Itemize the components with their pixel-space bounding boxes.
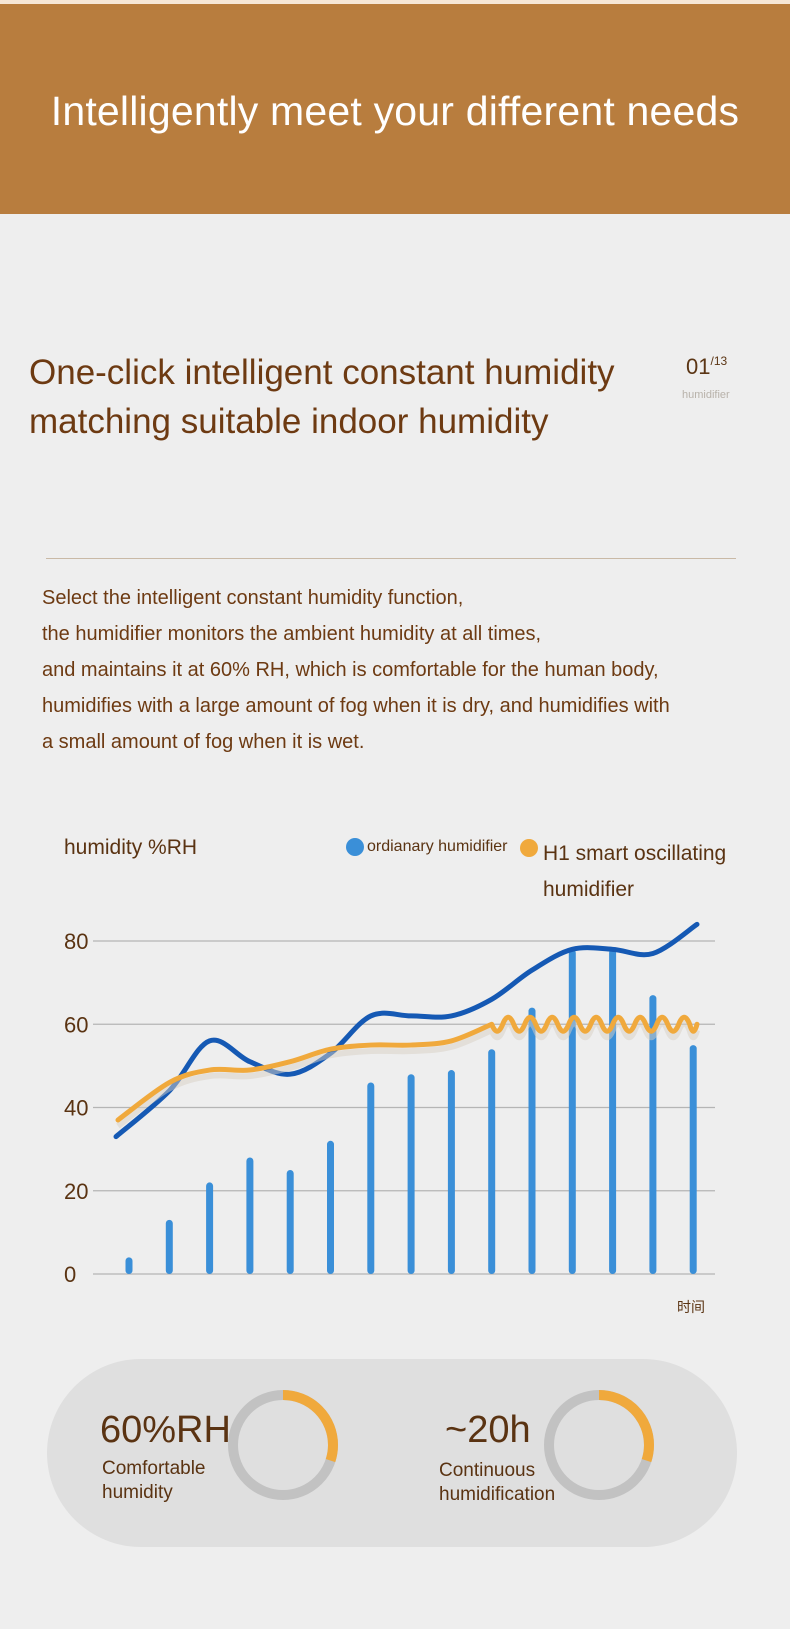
- bar: [206, 1182, 214, 1274]
- page-current: 01: [686, 354, 711, 379]
- description-line: a small amount of fog when it is wet.: [42, 731, 365, 753]
- stats-panel: 60%RH Comfortable humidity ~20h Continuo…: [47, 1359, 737, 1547]
- legend-swatch-smart: [520, 839, 538, 857]
- bar: [367, 1082, 375, 1274]
- stat-value-duration: ~20h: [445, 1409, 531, 1451]
- series-line-ordinary: [113, 921, 700, 1140]
- legend-label-smart: H1 smart oscillating humidifier: [543, 842, 727, 901]
- chart-canvas: 80 60 40 20 0 时间: [64, 921, 715, 1316]
- stat-label-humidity: Comfortable humidity: [102, 1457, 262, 1505]
- section-headline: One-click intelligent constant humidity …: [29, 348, 679, 446]
- y-tick-label: 80: [64, 929, 88, 954]
- bar: [286, 1169, 294, 1274]
- description-line: and maintains it at 60% RH, which is com…: [42, 659, 659, 681]
- bar: [407, 1074, 415, 1274]
- section-divider: [46, 558, 736, 559]
- x-axis-label: 时间: [677, 1300, 705, 1316]
- top-accent-strip: [0, 0, 790, 4]
- progress-ring-humidity: [228, 1390, 338, 1500]
- bar: [246, 1157, 254, 1274]
- description-line: humidifies with a large amount of fog wh…: [42, 695, 670, 717]
- y-tick-label: 0: [64, 1262, 76, 1287]
- legend-ordinary: ordianary humidifier: [346, 838, 508, 856]
- headline-line-2: matching suitable indoor humidity: [29, 402, 549, 441]
- stat-label-line: humidity: [102, 1482, 173, 1503]
- page-total: /13: [710, 354, 728, 368]
- header-banner: Intelligently meet your different needs: [0, 4, 790, 214]
- bar: [528, 1007, 536, 1274]
- bar: [327, 1140, 334, 1274]
- headline-line-1: One-click intelligent constant humidity: [29, 353, 615, 392]
- stat-label-line: Continuous: [439, 1460, 536, 1481]
- bar: [649, 995, 657, 1274]
- bar: [689, 1045, 697, 1274]
- y-axis-label: humidity %RH: [64, 836, 198, 859]
- description-line: the humidifier monitors the ambient humi…: [42, 623, 542, 645]
- page-indicator-label: humidifier: [682, 389, 730, 401]
- description: Select the intelligent constant humidity…: [42, 580, 782, 760]
- banner-title: Intelligently meet your different needs: [50, 88, 740, 134]
- bar: [568, 949, 576, 1274]
- ring-progress-arc: [544, 1390, 654, 1500]
- humidity-chart: 80 60 40 20 0 时间 humidity %RH ordianary humid…: [0, 820, 790, 1320]
- y-tick-label: 40: [64, 1096, 88, 1121]
- ring-progress-arc: [228, 1390, 338, 1500]
- series-line-smart-shadow: [116, 1020, 700, 1129]
- bar: [447, 1070, 455, 1274]
- bar: [165, 1219, 173, 1274]
- page-indicator: 01/13: [686, 354, 727, 380]
- bar: [609, 949, 617, 1274]
- series-line-smart: [115, 1014, 700, 1123]
- stat-label-line: Comfortable: [102, 1458, 206, 1479]
- legend-swatch-ordinary: [346, 838, 364, 856]
- y-tick-label: 20: [64, 1179, 88, 1204]
- bar: [488, 1049, 496, 1274]
- stat-label-line: humidification: [439, 1484, 556, 1505]
- stat-label-duration: Continuous humidification: [439, 1459, 599, 1507]
- bar: [125, 1257, 133, 1274]
- stat-value-humidity: 60%RH: [100, 1409, 231, 1451]
- description-line: Select the intelligent constant humidity…: [42, 587, 464, 609]
- progress-ring-duration: [544, 1390, 654, 1500]
- legend-label-ordinary: ordianary humidifier: [367, 838, 508, 855]
- y-tick-label: 60: [64, 1012, 88, 1037]
